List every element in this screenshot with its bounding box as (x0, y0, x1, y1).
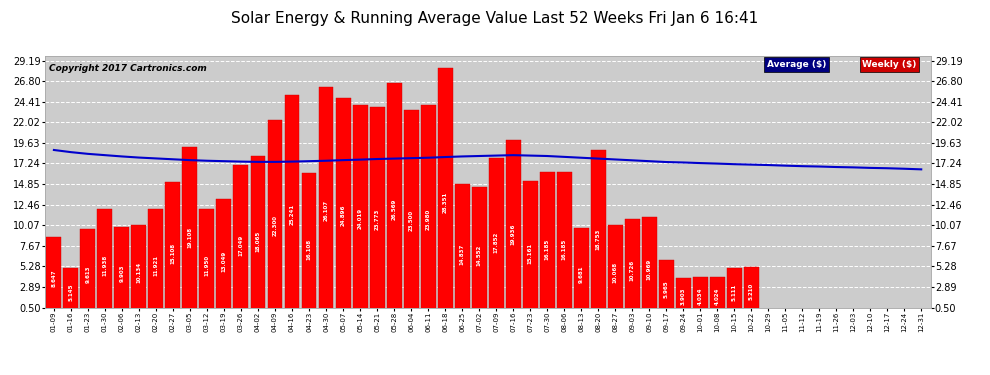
Bar (642, 217, 656, 312)
Text: 16.185: 16.185 (544, 238, 549, 260)
Text: 8.647: 8.647 (51, 270, 56, 287)
Text: 11.938: 11.938 (102, 255, 108, 276)
Bar (608, 225, 623, 312)
Text: 10.134: 10.134 (137, 262, 142, 283)
Bar (693, 277, 708, 312)
Bar (234, 165, 248, 312)
Bar (404, 110, 419, 312)
Text: 14.837: 14.837 (459, 244, 464, 265)
Text: 26.107: 26.107 (324, 200, 329, 221)
Bar (658, 261, 673, 312)
Text: 9.681: 9.681 (578, 266, 584, 283)
Text: 24.896: 24.896 (341, 205, 346, 226)
Bar (421, 105, 436, 312)
Bar (199, 209, 215, 312)
Bar (591, 150, 606, 312)
Text: 10.969: 10.969 (646, 259, 651, 280)
Text: 18.753: 18.753 (596, 228, 601, 250)
Bar (727, 268, 742, 312)
Text: 22.300: 22.300 (272, 215, 277, 236)
Text: 15.108: 15.108 (170, 243, 175, 264)
Bar (489, 158, 504, 312)
Bar (267, 120, 282, 312)
Text: 23.980: 23.980 (426, 208, 431, 230)
Text: 23.500: 23.500 (409, 210, 414, 231)
Bar (386, 83, 402, 312)
Bar (284, 94, 300, 312)
Text: 4.034: 4.034 (698, 287, 703, 305)
Text: 11.921: 11.921 (153, 255, 158, 276)
Text: 11.950: 11.950 (205, 255, 210, 276)
Bar (506, 140, 521, 312)
Bar (438, 68, 452, 312)
Bar (302, 173, 317, 312)
Text: 9.613: 9.613 (85, 266, 90, 284)
Text: 19.108: 19.108 (187, 227, 192, 248)
Bar (217, 200, 232, 312)
Text: 25.241: 25.241 (289, 204, 294, 225)
Text: 17.852: 17.852 (494, 232, 499, 253)
Bar (165, 182, 180, 312)
Text: 28.351: 28.351 (443, 191, 447, 213)
Text: 5.210: 5.210 (748, 283, 753, 300)
Bar (523, 181, 538, 312)
Text: 24.019: 24.019 (357, 208, 362, 230)
Text: 16.185: 16.185 (561, 238, 566, 260)
Text: 5.111: 5.111 (732, 284, 737, 301)
Bar (352, 105, 367, 312)
Text: Weekly ($): Weekly ($) (862, 60, 917, 69)
Bar (132, 225, 147, 312)
Bar (336, 98, 350, 312)
Bar (743, 267, 758, 312)
Text: 23.773: 23.773 (374, 209, 379, 230)
Text: Average ($): Average ($) (766, 60, 826, 69)
Bar (63, 267, 78, 312)
Bar (182, 147, 197, 312)
Bar (710, 277, 725, 312)
Bar (675, 278, 691, 312)
Text: 9.903: 9.903 (120, 265, 125, 282)
Text: 10.068: 10.068 (613, 262, 618, 284)
Text: 13.049: 13.049 (222, 251, 227, 272)
Bar (148, 209, 163, 312)
Text: 4.024: 4.024 (715, 288, 720, 305)
Text: 10.726: 10.726 (630, 260, 635, 281)
Bar (250, 156, 265, 312)
Text: 19.936: 19.936 (511, 224, 516, 245)
Text: 17.049: 17.049 (239, 235, 244, 256)
Bar (97, 209, 113, 312)
Bar (319, 87, 334, 312)
Bar (471, 186, 486, 312)
Text: 18.065: 18.065 (255, 231, 260, 252)
Text: 3.903: 3.903 (681, 288, 686, 305)
Bar (115, 226, 130, 312)
Bar (540, 172, 554, 312)
Text: 16.108: 16.108 (307, 239, 312, 260)
Bar (47, 237, 61, 312)
Bar (80, 229, 95, 312)
Bar (369, 107, 384, 312)
Text: 5.965: 5.965 (663, 280, 668, 297)
Text: 26.569: 26.569 (391, 198, 397, 220)
Bar (625, 219, 640, 312)
Bar (556, 172, 571, 312)
Text: Solar Energy & Running Average Value Last 52 Weeks Fri Jan 6 16:41: Solar Energy & Running Average Value Las… (232, 11, 758, 26)
Text: 14.552: 14.552 (476, 245, 481, 266)
Text: 15.161: 15.161 (528, 243, 533, 264)
Text: 5.145: 5.145 (68, 283, 73, 301)
Text: Copyright 2017 Cartronics.com: Copyright 2017 Cartronics.com (49, 64, 207, 73)
Bar (454, 184, 469, 312)
Bar (573, 228, 589, 312)
